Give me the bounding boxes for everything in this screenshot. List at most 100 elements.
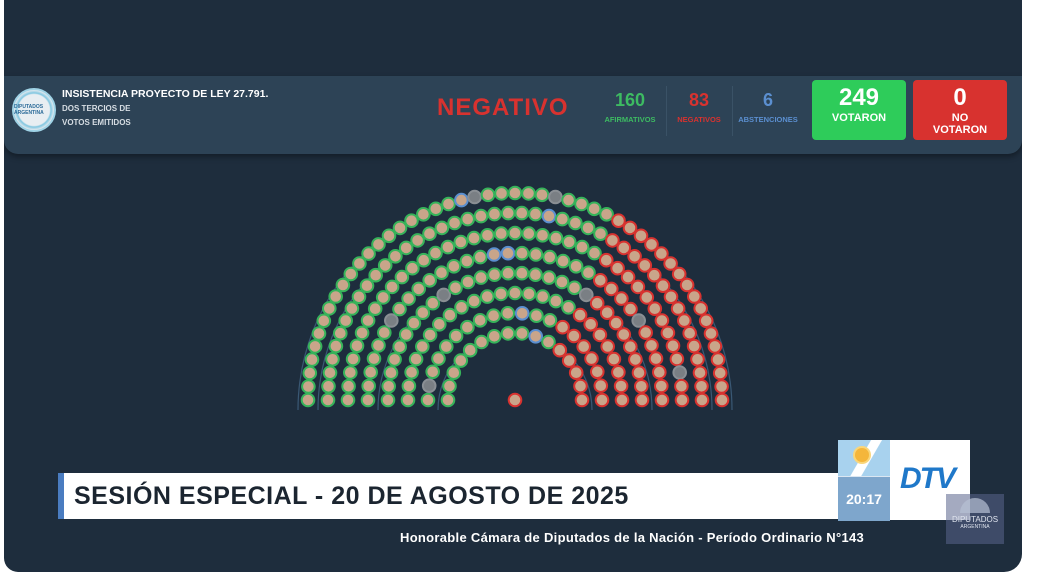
seat-afirmativo	[361, 246, 376, 261]
seat-afirmativo	[384, 279, 400, 295]
seat-afirmativo	[555, 211, 570, 227]
seat-negativo	[576, 339, 592, 354]
seat-afirmativo	[338, 313, 354, 328]
seat-negativo	[637, 258, 653, 273]
seat-afirmativo	[400, 392, 416, 408]
seat-afirmativo	[593, 226, 608, 241]
negativos-value: 83	[688, 90, 710, 110]
seat-negativo	[622, 220, 638, 236]
seat-negativo	[611, 365, 626, 380]
seat-negativo	[608, 315, 624, 331]
seat-afirmativo	[514, 265, 530, 281]
seat-negativo	[674, 392, 690, 408]
seat-afirmativo	[507, 285, 523, 301]
seat-abstencion	[541, 208, 557, 224]
seat-negativo	[693, 301, 709, 316]
vote-subtitle-1: DOS TERCIOS DE	[62, 104, 131, 113]
seat-afirmativo	[354, 325, 370, 341]
vote-result: NEGATIVO	[437, 94, 569, 121]
seat-negativo	[655, 278, 671, 294]
seat-negativo	[599, 252, 614, 268]
seat-afirmativo	[398, 240, 414, 256]
seat-afirmativo	[371, 338, 386, 353]
seat-negativo	[644, 338, 659, 353]
seat-afirmativo	[574, 196, 589, 212]
abstenciones-count: 6 ABSTENCIONES	[732, 90, 804, 124]
seat-afirmativo	[514, 205, 530, 221]
seat-afirmativo	[322, 365, 338, 381]
footer-text: Honorable Cámara de Diputados de la Naci…	[400, 530, 865, 545]
seat-negativo	[660, 325, 676, 341]
seat-afirmativo	[387, 352, 402, 367]
seat-afirmativo	[581, 265, 596, 281]
seat-afirmativo	[416, 252, 432, 268]
seat-negativo	[710, 352, 726, 367]
seat-negativo	[714, 379, 729, 394]
seat-afirmativo	[561, 234, 577, 250]
seat-afirmativo	[405, 260, 420, 276]
seat-negativo	[692, 365, 708, 381]
seat-negativo	[616, 240, 632, 256]
seat-afirmativo	[462, 342, 478, 358]
seat-afirmativo	[404, 365, 419, 380]
seat-negativo	[686, 338, 702, 354]
seat-negativo	[613, 378, 629, 394]
chamber-hemicycle	[297, 185, 733, 411]
seat-negativo	[712, 365, 728, 381]
seat-negativo	[590, 364, 605, 380]
negativos-count: 83 NEGATIVOS	[670, 90, 728, 124]
seat-afirmativo	[361, 378, 377, 394]
seat-afirmativo	[392, 301, 407, 317]
seat-afirmativo	[320, 392, 336, 408]
seat-negativo	[561, 353, 577, 368]
seat-negativo	[647, 301, 663, 317]
seat-negativo	[677, 313, 692, 328]
seat-negativo	[647, 267, 662, 283]
seat-negativo	[611, 213, 626, 228]
session-banner: SESIÓN ESPECIAL - 20 DE AGOSTO DE 2025	[58, 473, 838, 519]
seat-afirmativo	[521, 186, 536, 201]
seat-afirmativo	[352, 256, 367, 271]
seat-negativo	[634, 392, 650, 408]
seat-afirmativo	[410, 233, 425, 248]
seat-ausente	[384, 313, 399, 328]
seat-negativo	[682, 325, 698, 341]
seat-negativo	[574, 392, 590, 408]
seat-negativo	[623, 301, 638, 317]
seat-afirmativo	[542, 249, 558, 265]
seat-afirmativo	[304, 352, 320, 367]
seat-afirmativo	[325, 352, 340, 367]
seat-afirmativo	[360, 392, 376, 408]
seat-afirmativo	[440, 239, 456, 255]
seat-afirmativo	[422, 327, 438, 343]
seat-negativo	[670, 301, 686, 316]
seat-negativo	[648, 351, 664, 366]
seat-afirmativo	[381, 228, 397, 244]
seat-afirmativo	[442, 307, 458, 323]
seat-negativo	[583, 317, 599, 332]
seat-afirmativo	[316, 313, 332, 329]
seat-afirmativo	[500, 205, 516, 221]
seat-negativo	[616, 327, 632, 342]
seat-negativo	[599, 305, 615, 321]
seat-afirmativo	[447, 215, 462, 231]
seat-afirmativo	[473, 249, 488, 265]
seat-afirmativo	[535, 228, 550, 243]
seat-afirmativo	[328, 289, 344, 304]
seat-afirmativo	[442, 378, 457, 394]
seat-negativo	[690, 352, 705, 367]
seat-afirmativo	[453, 234, 469, 250]
afirmativos-label: AFIRMATIVOS	[604, 115, 656, 124]
no-votaron-label-2: VOTARON	[932, 124, 988, 136]
seat-negativo	[614, 291, 629, 306]
seat-afirmativo	[487, 329, 502, 344]
seat-afirmativo	[548, 293, 564, 309]
seat-afirmativo	[534, 187, 550, 203]
seat-negativo	[639, 290, 655, 305]
seat-afirmativo	[473, 208, 489, 224]
dome-icon	[960, 498, 990, 513]
votaron-label: VOTARON	[831, 112, 887, 124]
seat-afirmativo	[377, 258, 393, 273]
seat-afirmativo	[366, 351, 382, 366]
seat-negativo	[698, 313, 714, 329]
